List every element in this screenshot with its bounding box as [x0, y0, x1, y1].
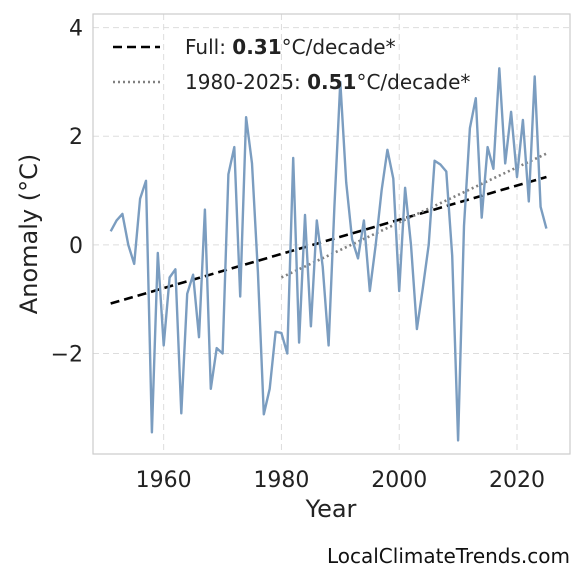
legend-full-prefix: Full:: [185, 35, 232, 59]
series-line: [109, 67, 548, 442]
trend-lines: [110, 152, 547, 305]
legend-recent-label: 1980-2025: 0.51°C/decade*: [185, 70, 470, 94]
plot-background: [93, 14, 570, 454]
plot-frame: [92, 13, 571, 455]
x-tick-labels: 1960 1980 2000 2020: [136, 468, 545, 493]
trend-line-full: [110, 175, 547, 305]
legend-recent-suffix: °C/decade*: [356, 70, 470, 94]
x-tick-label: 1960: [136, 468, 192, 493]
legend-recent-prefix: 1980-2025:: [185, 70, 307, 94]
x-tick-label: 2000: [371, 468, 427, 493]
y-tick-label: −2: [51, 343, 83, 368]
y-tick-label: 2: [69, 125, 83, 150]
x-tick-label: 1980: [253, 468, 309, 493]
watermark: LocalClimateTrends.com: [326, 544, 570, 568]
y-tick-labels: 4 2 0 −2: [51, 17, 83, 368]
legend-recent-value: 0.51: [307, 70, 356, 94]
trend-line-recent: [280, 152, 547, 279]
y-tick-label: 4: [69, 17, 83, 42]
grid: [93, 14, 570, 454]
x-axis-label: Year: [305, 495, 357, 523]
legend-full-value: 0.31: [232, 35, 281, 59]
y-tick-label: 0: [69, 234, 83, 259]
legend: Full: 0.31°C/decade* 1980-2025: 0.51°C/d…: [113, 35, 470, 94]
legend-full-label: Full: 0.31°C/decade*: [185, 35, 396, 59]
x-tick-label: 2020: [489, 468, 545, 493]
legend-full-suffix: °C/decade*: [282, 35, 396, 59]
y-axis-label: Anomaly (°C): [15, 154, 43, 314]
